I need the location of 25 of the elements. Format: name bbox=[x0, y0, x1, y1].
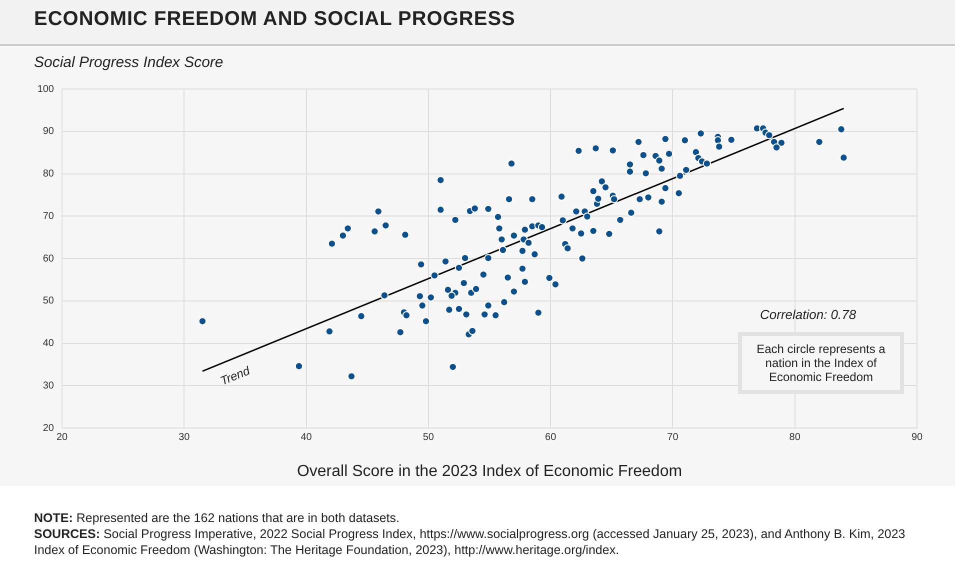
y-tick-label: 50 bbox=[42, 296, 54, 307]
source-note: SOURCES: Social Progress Imperative, 2022 Social Progress Index, https://www.socialprogress.org (accessed January 25, 2023), and Anthony B. Kim, 2023 Index of Economic Freedom (Washington: The Heritage Foundation, 2023), http://www.heritage.org/index. bbox=[34, 527, 906, 557]
text: Trend bbox=[218, 363, 252, 388]
y-tick-label: 80 bbox=[42, 168, 54, 180]
y-tick-label: 90 bbox=[42, 126, 54, 138]
x-axis-title: Overall Score in the 2023 Index of Economic Freedom bbox=[296, 462, 682, 480]
y-tick-label: 60 bbox=[42, 253, 54, 264]
annotation: Correlation: 0.78 bbox=[760, 307, 856, 322]
x-tick-label: 30 bbox=[178, 432, 190, 443]
x-tick-label: 90 bbox=[911, 432, 923, 443]
y-tick-label: 70 bbox=[42, 210, 54, 222]
y-tick-label: 20 bbox=[42, 422, 54, 434]
text: NOTE: Represented are the 162 nations that are in both datasets. bbox=[34, 511, 400, 525]
y-tick-label: 30 bbox=[42, 380, 54, 392]
y-axis-title: Social Progress Index Score bbox=[34, 54, 224, 71]
x-tick-label: 80 bbox=[789, 432, 801, 443]
chart-title: ECONOMIC FREEDOM AND SOCIAL PROGRESS bbox=[34, 8, 516, 31]
y-tick-label: 40 bbox=[42, 338, 54, 349]
y-tick-label: 100 bbox=[37, 84, 54, 95]
x-tick-label: 50 bbox=[422, 432, 434, 443]
x-tick-label: 20 bbox=[56, 432, 68, 443]
annotation: Each circle represents a nation in the Index of Economic Freedom bbox=[738, 332, 904, 394]
x-tick-label: 40 bbox=[300, 432, 312, 443]
x-tick-label: 60 bbox=[545, 432, 557, 443]
x-tick-label: 70 bbox=[667, 432, 679, 443]
